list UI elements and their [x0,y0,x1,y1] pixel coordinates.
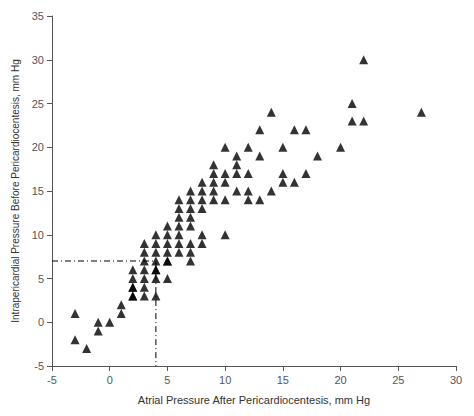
svg-text:-5: -5 [47,374,57,386]
svg-text:30: 30 [450,374,462,386]
svg-text:Intrapericardial Pressure Befo: Intrapericardial Pressure Before Pericar… [10,59,21,322]
svg-text:35: 35 [32,10,44,22]
svg-text:25: 25 [32,98,44,110]
svg-text:Atrial Pressure After Pericard: Atrial Pressure After Pericardiocentesis… [138,394,370,406]
svg-text:0: 0 [38,316,44,328]
svg-text:15: 15 [32,185,44,197]
svg-text:30: 30 [32,54,44,66]
svg-text:-5: -5 [34,360,44,372]
svg-text:25: 25 [392,374,404,386]
svg-text:10: 10 [32,229,44,241]
svg-text:15: 15 [277,374,289,386]
svg-text:5: 5 [38,273,44,285]
svg-text:0: 0 [107,374,113,386]
svg-text:20: 20 [32,141,44,153]
svg-text:5: 5 [164,374,170,386]
svg-text:10: 10 [219,374,231,386]
svg-text:20: 20 [334,374,346,386]
